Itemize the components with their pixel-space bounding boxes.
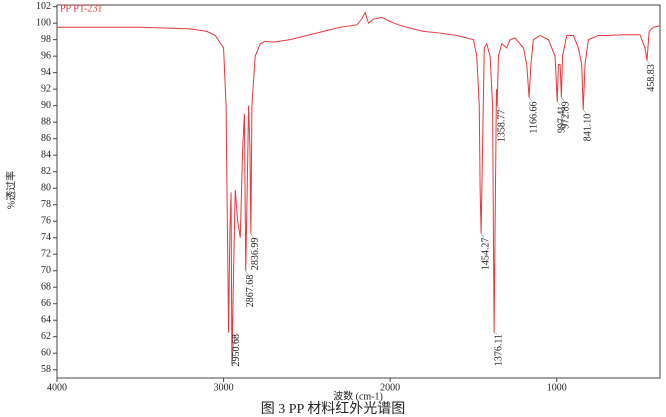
peak-label: 1454.27 <box>480 238 491 270</box>
y-axis-label: %透过率 <box>4 171 17 209</box>
y-tick-label: 100 <box>36 17 51 28</box>
y-tick-label: 74 <box>41 232 51 243</box>
peak-label: 997.41 <box>556 106 567 134</box>
peak-leader <box>480 233 485 238</box>
peak-leader <box>528 97 533 102</box>
y-tick-label: 86 <box>41 133 51 144</box>
peak-label: 2867.68 <box>245 275 256 308</box>
caption: 图 3 PP 材料红外光谱图 <box>261 401 406 417</box>
y-tick-label: 80 <box>41 182 51 193</box>
peak-leader <box>231 333 236 366</box>
y-tick-label: 94 <box>41 67 51 78</box>
peak-label: 841.10 <box>582 114 593 142</box>
peak-label: 458.83 <box>646 64 657 92</box>
x-axis-label: 波数 (cm-1) <box>333 389 383 402</box>
y-tick-label: 72 <box>41 249 51 260</box>
y-tick-label: 76 <box>41 216 51 227</box>
peak-leader <box>556 101 561 106</box>
peak-label: 1166.66 <box>528 101 539 133</box>
chart-title: PP PT-231 <box>60 3 102 14</box>
y-tick-label: 68 <box>41 282 51 293</box>
y-tick-label: 84 <box>41 149 51 160</box>
peak-leader <box>245 270 249 275</box>
y-tick-label: 60 <box>41 348 51 359</box>
y-tick-label: 98 <box>41 34 51 45</box>
y-tick-label: 96 <box>41 50 51 61</box>
spectrum-line <box>57 11 661 366</box>
peak-label: 1358.77 <box>496 110 507 143</box>
peak-label: 2836.99 <box>250 238 261 271</box>
peak-label: 2950.68 <box>231 334 242 367</box>
y-tick-label: 66 <box>41 298 51 309</box>
x-tick-label: 1000 <box>547 382 567 393</box>
y-tick-label: 58 <box>41 364 51 375</box>
peak-label: 1376.11 <box>493 334 504 366</box>
peak-leader <box>493 332 498 335</box>
y-tick-label: 82 <box>41 166 51 177</box>
y-tick-label: 70 <box>41 265 51 276</box>
peak-leader <box>250 233 254 238</box>
y-tick-label: 90 <box>41 100 51 111</box>
plot-frame <box>56 4 661 379</box>
x-tick-label: 2000 <box>380 382 400 393</box>
x-tick-label: 4000 <box>47 382 67 393</box>
y-tick-label: 88 <box>41 116 51 127</box>
x-tick-label: 3000 <box>214 382 234 393</box>
y-tick-label: 102 <box>36 1 51 12</box>
peak-label: 972.89 <box>561 101 572 128</box>
y-tick-label: 64 <box>41 315 51 326</box>
peak-leader <box>561 97 565 102</box>
peak-leader <box>496 105 501 110</box>
peak-leader <box>582 109 587 114</box>
peak-leader <box>646 60 651 65</box>
y-tick-label: 78 <box>41 199 51 210</box>
y-tick-label: 62 <box>41 331 51 342</box>
y-tick-label: 92 <box>41 83 51 94</box>
